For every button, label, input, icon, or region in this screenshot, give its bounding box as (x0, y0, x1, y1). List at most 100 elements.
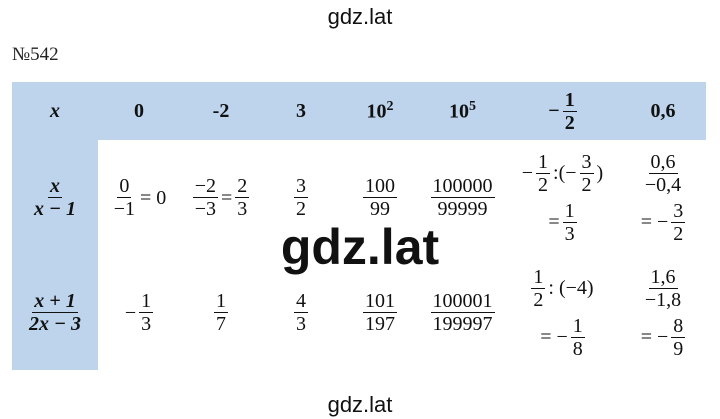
fraction: 100000 99999 (430, 175, 495, 220)
table-cell: x (12, 82, 98, 140)
numerator: 1 (562, 88, 577, 112)
denominator: 3 (564, 222, 575, 245)
table-cell: 100001 199997 (420, 255, 505, 370)
denominator: 2 (673, 222, 684, 245)
site-header: gdz.lat (327, 4, 393, 29)
table-cell: 3 (262, 82, 340, 140)
math-text: = − (540, 326, 568, 348)
fraction: x + 1 2x − 3 (27, 290, 83, 335)
cell-line: 102 (340, 99, 420, 123)
denominator: x − 1 (33, 198, 77, 220)
math-text: − (548, 100, 560, 122)
cell-line: 100 99 (340, 175, 420, 220)
math-text: = − (640, 326, 669, 348)
problem-number: №542 (12, 44, 59, 65)
denominator: 3 (237, 198, 248, 220)
table-cell: 1,6 −1,8 = −8 9 (620, 255, 706, 370)
table-row: x + 1 2x − 3−1 3 1 7 4 3 101 197 100001 199997 1 2: … (12, 255, 706, 370)
numerator: 0,6 (648, 150, 678, 174)
fraction: 100 99 (363, 175, 397, 220)
cell-line: −1 3 (98, 290, 180, 335)
math-text: -2 (212, 100, 230, 122)
numerator: 3 (579, 150, 594, 174)
denominator: −1 (113, 198, 135, 220)
cell-line: 105 (420, 99, 505, 123)
site-footer: gdz.lat (327, 392, 393, 417)
cell-line: 100001 199997 (420, 290, 505, 335)
fraction: −2 −3 (192, 175, 218, 220)
power-exponent: 2 (386, 99, 394, 115)
numerator: 8 (671, 314, 686, 338)
numerator: 1 (531, 265, 546, 289)
cell-line: 3 (262, 100, 340, 122)
math-text: 0 (134, 100, 144, 122)
cell-line: −1 2:(− 3 2) (505, 151, 620, 196)
denominator: −1,8 (644, 288, 682, 311)
power-exponent: 5 (469, 99, 476, 115)
denominator: −3 (194, 198, 216, 220)
table-cell: −2 −3 = 2 3 (180, 140, 262, 255)
math-text: 0,6 (650, 100, 676, 122)
cell-line: −1 2 (505, 89, 620, 134)
table-cell: x + 1 2x − 3 (12, 255, 98, 370)
table-cell: 105 (420, 82, 505, 140)
cell-line: 101 197 (340, 290, 420, 335)
header-row: x 0 -2 3 102 105−1 2 0,6 (12, 82, 706, 140)
numerator: 3 (671, 199, 686, 223)
math-text: :(− (553, 162, 577, 184)
numerator: 101 (363, 290, 397, 313)
table-cell: 101 197 (340, 255, 420, 370)
numerator: 0 (117, 175, 132, 198)
cell-line: 0,6 −0,4 (620, 151, 706, 196)
table-cell: −1 2:(− 3 2) = 1 3 (505, 140, 620, 255)
math-text: x (50, 100, 60, 122)
power-base: 10 (366, 100, 387, 123)
watermark: gdz.lat (280, 219, 440, 275)
math-text: = 0 (140, 186, 167, 209)
numerator: 4 (294, 290, 308, 313)
fraction: 101 197 (363, 290, 397, 335)
fraction: 0 −1 (112, 175, 137, 220)
math-text: = (221, 186, 233, 209)
fraction: 100001 199997 (430, 290, 495, 335)
math-text: ) (596, 162, 604, 184)
table-cell: 102 (340, 82, 420, 140)
denominator: 7 (216, 313, 226, 335)
denominator: 8 (572, 337, 583, 360)
denominator: 2 (533, 288, 544, 311)
denominator: 9 (673, 337, 684, 360)
cell-line: = 1 3 (505, 200, 620, 245)
table-cell: 100 99 (340, 140, 420, 255)
cell-line: 1,6 −1,8 (620, 266, 706, 311)
numerator: 2 (235, 175, 250, 198)
denominator: −0,4 (644, 173, 682, 196)
denominator: 2x − 3 (28, 313, 82, 335)
denominator: 2 (581, 173, 592, 196)
cell-line: -2 (180, 100, 262, 122)
table-cell: −1 2 (505, 82, 620, 140)
fraction: 1,6 −1,8 (643, 266, 683, 311)
numerator: 1 (570, 314, 585, 338)
numerator: 100000 (430, 175, 495, 198)
table-cell: 0,6 (620, 82, 706, 140)
denominator: 99 (370, 198, 390, 220)
denominator: 3 (296, 313, 306, 335)
numerator: −2 (192, 175, 218, 198)
